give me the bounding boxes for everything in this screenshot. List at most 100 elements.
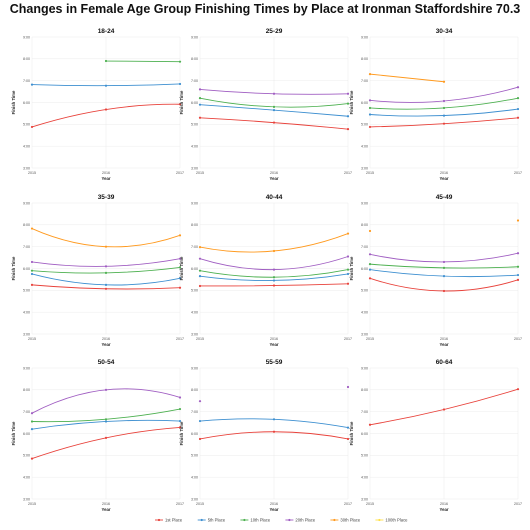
y-tick-label: 3:00 xyxy=(361,332,368,336)
legend-entry: 1st Place xyxy=(165,518,183,523)
data-point xyxy=(346,385,350,389)
data-point xyxy=(346,92,350,95)
y-tick-label: 6:00 xyxy=(361,267,368,271)
x-tick-label: 2015 xyxy=(196,502,204,506)
series-line-30th-place xyxy=(369,73,445,83)
y-tick-label: 3:00 xyxy=(191,497,198,501)
x-tick-label: 2015 xyxy=(196,171,204,175)
y-tick-label: 9:00 xyxy=(191,35,198,39)
data-point xyxy=(30,457,34,460)
data-point xyxy=(368,73,372,76)
x-tick-label: 2017 xyxy=(514,502,522,506)
data-point xyxy=(272,109,276,112)
y-tick-label: 9:00 xyxy=(361,35,368,39)
x-axis-label: Year xyxy=(439,176,448,181)
data-point xyxy=(368,423,372,426)
data-point xyxy=(178,266,182,269)
legend-swatch-dot xyxy=(243,518,246,522)
data-point xyxy=(272,268,276,271)
data-point xyxy=(178,82,182,86)
data-point xyxy=(442,80,446,83)
data-point xyxy=(346,128,350,131)
x-axis-label: Year xyxy=(269,176,278,181)
y-axis-label: Finish Time xyxy=(349,90,354,114)
x-axis-label: Year xyxy=(439,507,448,512)
data-point xyxy=(178,407,182,411)
y-tick-label: 6:00 xyxy=(23,432,30,436)
data-point xyxy=(30,272,34,276)
data-point xyxy=(516,97,520,100)
data-point xyxy=(516,86,520,89)
data-point xyxy=(368,125,372,129)
data-point xyxy=(104,265,108,268)
y-tick-label: 9:00 xyxy=(191,201,198,205)
data-point xyxy=(178,257,182,260)
series-line-10th-place xyxy=(105,60,181,63)
y-tick-label: 4:00 xyxy=(191,475,198,479)
y-tick-label: 7:00 xyxy=(191,245,198,249)
data-point xyxy=(104,245,108,248)
data-point xyxy=(272,121,276,124)
y-tick-label: 5:00 xyxy=(361,123,368,127)
data-point xyxy=(198,88,202,91)
data-point xyxy=(368,263,372,266)
data-point xyxy=(346,272,350,276)
y-tick-label: 5:00 xyxy=(23,289,30,293)
panel-title: 25-29 xyxy=(266,28,283,35)
data-point xyxy=(442,289,446,293)
data-point xyxy=(442,114,446,117)
data-point xyxy=(104,420,108,423)
data-point xyxy=(346,268,350,271)
data-point xyxy=(104,59,108,63)
panel-title: 45-49 xyxy=(436,194,453,201)
data-point xyxy=(516,273,520,277)
x-tick-label: 2017 xyxy=(514,171,522,175)
y-tick-label: 4:00 xyxy=(191,310,198,314)
x-tick-label: 2016 xyxy=(440,171,448,175)
y-tick-label: 6:00 xyxy=(23,101,30,105)
data-point xyxy=(272,276,276,279)
data-point xyxy=(272,92,276,95)
x-tick-label: 2017 xyxy=(344,337,352,341)
y-tick-label: 8:00 xyxy=(361,223,368,227)
y-tick-label: 4:00 xyxy=(191,144,198,148)
x-tick-label: 2017 xyxy=(514,337,522,341)
y-tick-label: 3:00 xyxy=(23,166,30,170)
data-point xyxy=(442,260,446,264)
y-tick-label: 8:00 xyxy=(191,57,198,61)
data-point xyxy=(272,418,276,421)
chart-title: Changes in Female Age Group Finishing Ti… xyxy=(9,2,521,16)
y-tick-label: 7:00 xyxy=(361,79,368,83)
data-point xyxy=(178,277,182,280)
y-tick-label: 7:00 xyxy=(191,410,198,414)
y-axis-label: Finish Time xyxy=(349,256,354,280)
y-tick-label: 5:00 xyxy=(191,123,198,127)
x-tick-label: 2016 xyxy=(270,171,278,175)
y-tick-label: 4:00 xyxy=(23,310,30,314)
x-tick-label: 2016 xyxy=(270,337,278,341)
legend-entry: 100th Place xyxy=(385,518,408,523)
x-tick-label: 2015 xyxy=(28,171,36,175)
x-tick-label: 2016 xyxy=(102,171,110,175)
legend-entry: 20th Place xyxy=(295,518,315,523)
data-point xyxy=(178,419,182,423)
data-point xyxy=(442,275,446,278)
x-tick-label: 2015 xyxy=(28,337,36,341)
x-tick-label: 2017 xyxy=(344,502,352,506)
legend-entry: 10th Place xyxy=(250,518,270,523)
data-point xyxy=(198,257,202,260)
y-tick-label: 8:00 xyxy=(23,223,30,227)
y-tick-label: 8:00 xyxy=(191,388,198,392)
data-point xyxy=(368,99,372,102)
y-tick-label: 3:00 xyxy=(23,332,30,336)
data-point xyxy=(104,436,108,439)
y-tick-label: 9:00 xyxy=(191,366,198,370)
y-tick-label: 8:00 xyxy=(361,388,368,392)
data-point xyxy=(516,116,520,119)
y-tick-label: 6:00 xyxy=(361,432,368,436)
data-point xyxy=(368,229,372,233)
data-point xyxy=(346,255,350,258)
data-point xyxy=(104,287,108,290)
x-axis-label: Year xyxy=(101,176,110,181)
panel-title: 30-34 xyxy=(436,28,453,35)
